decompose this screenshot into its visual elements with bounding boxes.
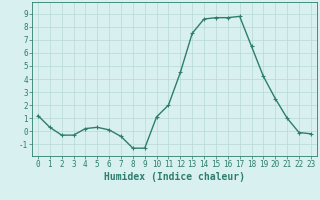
X-axis label: Humidex (Indice chaleur): Humidex (Indice chaleur) <box>104 172 245 182</box>
